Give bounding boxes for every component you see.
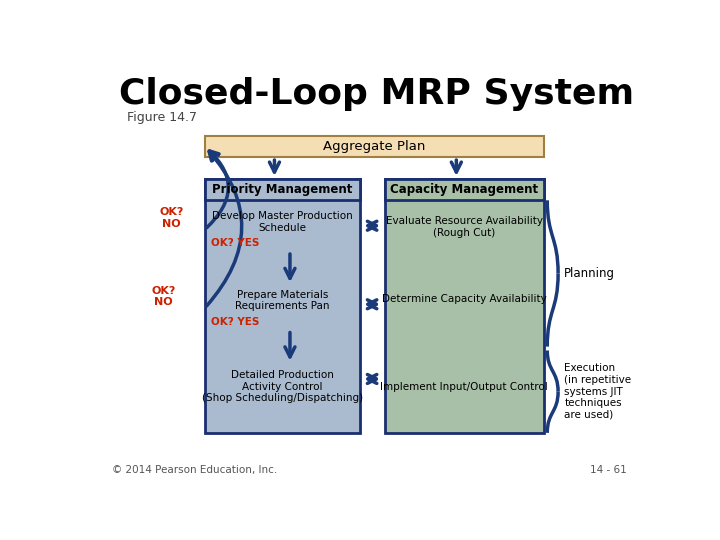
Text: Determine Capacity Availability: Determine Capacity Availability (382, 294, 546, 304)
Text: 14 - 61: 14 - 61 (590, 465, 626, 475)
Text: Capacity Management: Capacity Management (390, 183, 539, 196)
FancyBboxPatch shape (384, 179, 544, 433)
Text: Detailed Production
Activity Control
(Shop Scheduling/Dispatching): Detailed Production Activity Control (Sh… (202, 370, 363, 403)
Text: Planning: Planning (564, 267, 616, 280)
FancyBboxPatch shape (384, 179, 544, 200)
Text: Evaluate Resource Availability
(Rough Cut): Evaluate Resource Availability (Rough Cu… (386, 217, 543, 238)
Text: OK? YES: OK? YES (211, 239, 259, 248)
Text: Implement Input/Output Control: Implement Input/Output Control (380, 382, 548, 392)
Text: Develop Master Production
Schedule: Develop Master Production Schedule (212, 211, 353, 233)
FancyBboxPatch shape (204, 179, 360, 200)
Text: Priority Management: Priority Management (212, 183, 352, 196)
Text: OK? YES: OK? YES (211, 317, 259, 327)
FancyArrowPatch shape (207, 151, 228, 228)
Text: Prepare Materials
Requirements Pan: Prepare Materials Requirements Pan (235, 289, 330, 311)
Text: Execution
(in repetitive
systems JIT
techniques
are used): Execution (in repetitive systems JIT tec… (564, 363, 631, 420)
FancyBboxPatch shape (204, 179, 360, 433)
Text: OK?
NO: OK? NO (159, 207, 184, 229)
FancyArrowPatch shape (207, 151, 242, 306)
Text: OK?
NO: OK? NO (151, 286, 176, 307)
Text: Closed-Loop MRP System: Closed-Loop MRP System (120, 77, 634, 111)
Text: Figure 14.7: Figure 14.7 (127, 111, 197, 124)
Text: Aggregate Plan: Aggregate Plan (323, 140, 426, 153)
Text: © 2014 Pearson Education, Inc.: © 2014 Pearson Education, Inc. (112, 465, 277, 475)
FancyBboxPatch shape (204, 136, 544, 157)
